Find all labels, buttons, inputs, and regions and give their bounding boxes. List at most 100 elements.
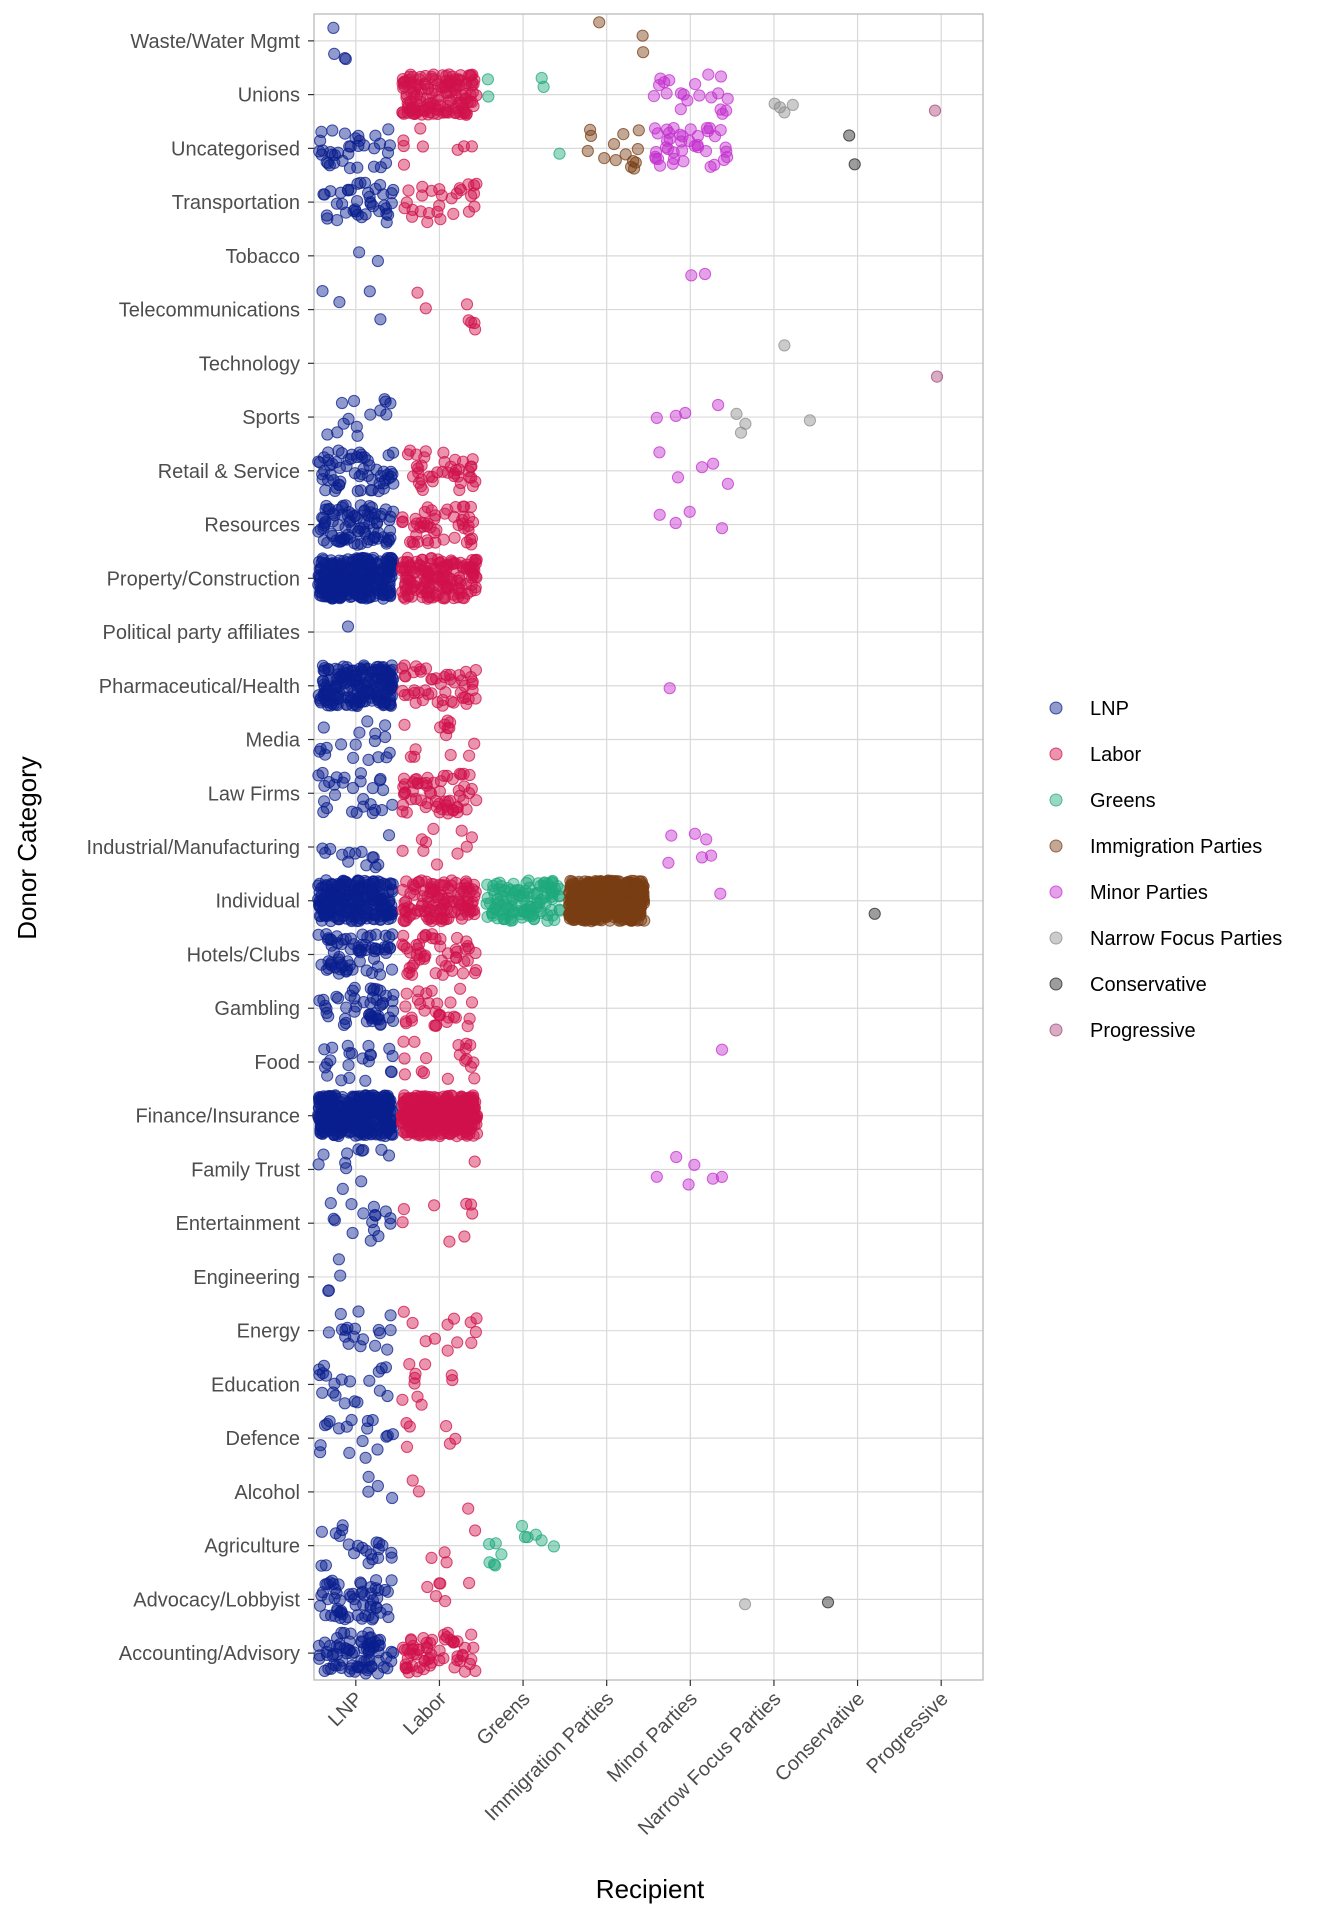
data-point	[531, 896, 544, 909]
data-point	[381, 1429, 394, 1442]
data-point	[419, 836, 433, 849]
data-point	[419, 1358, 432, 1371]
data-point	[617, 128, 630, 141]
data-point	[374, 1018, 387, 1031]
data-point	[421, 216, 434, 229]
data-point	[355, 1577, 368, 1590]
data-point	[381, 1343, 394, 1356]
data-point	[424, 1637, 437, 1650]
data-point	[715, 522, 729, 535]
data-point	[691, 129, 705, 143]
data-point	[721, 92, 734, 105]
data-point	[379, 202, 392, 215]
data-point	[399, 1658, 412, 1671]
data-point	[821, 1596, 835, 1609]
data-point	[705, 91, 718, 104]
data-point	[355, 1175, 368, 1188]
legend-label: LNP	[1090, 698, 1129, 720]
data-point	[372, 1365, 385, 1378]
data-point	[677, 88, 690, 101]
y-tick-label: Hotels/Clubs	[187, 944, 300, 966]
data-point	[463, 749, 476, 762]
data-point	[332, 967, 345, 980]
data-point	[316, 1367, 329, 1380]
data-point	[396, 1216, 409, 1229]
data-point	[597, 886, 610, 899]
data-point	[359, 1074, 372, 1087]
data-point	[714, 887, 727, 900]
data-point	[454, 982, 467, 995]
data-point	[419, 302, 432, 315]
data-point	[928, 104, 942, 117]
data-point	[467, 179, 481, 192]
data-point	[704, 160, 717, 173]
data-point	[649, 152, 662, 165]
y-tick-label: Advocacy/Lobbyist	[133, 1589, 300, 1611]
data-point	[721, 477, 735, 490]
data-point	[401, 1643, 414, 1656]
data-point	[462, 314, 475, 327]
data-point	[489, 1537, 502, 1550]
data-point	[482, 90, 495, 103]
data-point	[319, 1559, 332, 1572]
data-point	[440, 1420, 453, 1433]
data-point	[359, 1094, 372, 1108]
data-point	[699, 145, 713, 158]
data-point	[773, 101, 787, 114]
data-point	[451, 931, 464, 945]
data-point	[364, 408, 377, 421]
data-point	[327, 1212, 340, 1226]
y-tick-label: Defence	[226, 1428, 301, 1450]
data-point	[316, 1127, 329, 1141]
data-point	[446, 1374, 459, 1387]
data-point	[463, 768, 476, 782]
data-point	[688, 827, 702, 840]
data-point	[411, 286, 424, 299]
data-point	[383, 746, 396, 759]
data-point	[378, 1583, 391, 1597]
data-point	[333, 1529, 346, 1543]
data-point	[463, 1576, 476, 1590]
legend-key	[1049, 793, 1063, 807]
data-point	[343, 1446, 356, 1460]
data-point	[376, 665, 389, 678]
data-point	[376, 565, 389, 578]
data-point	[469, 1524, 482, 1537]
data-point	[339, 52, 352, 66]
data-point	[397, 939, 411, 953]
data-point	[366, 782, 379, 795]
data-point	[328, 484, 342, 497]
legend-key	[1049, 977, 1063, 991]
data-point	[408, 1035, 421, 1048]
data-point	[313, 745, 326, 758]
data-point	[332, 444, 345, 457]
data-point	[481, 878, 494, 891]
data-point	[343, 1588, 356, 1601]
data-point	[469, 664, 482, 677]
data-point	[383, 139, 396, 152]
data-point	[347, 751, 360, 765]
data-point	[368, 982, 381, 995]
data-point	[464, 69, 477, 82]
data-point	[330, 771, 343, 784]
data-point	[636, 29, 649, 42]
data-point	[397, 780, 410, 794]
data-point	[336, 848, 349, 861]
data-point	[406, 1316, 419, 1330]
data-point	[342, 1337, 355, 1350]
data-point	[466, 479, 479, 493]
data-point	[328, 509, 341, 522]
data-point	[316, 285, 329, 298]
data-point	[441, 714, 454, 727]
data-point	[362, 1039, 375, 1053]
data-point	[568, 888, 581, 901]
data-point	[362, 1485, 375, 1498]
data-point	[341, 1039, 354, 1053]
data-point	[433, 1654, 446, 1667]
data-point	[465, 1628, 478, 1641]
data-point	[312, 1158, 325, 1171]
y-tick-label: Transportation	[172, 192, 300, 214]
data-point	[400, 1440, 414, 1454]
data-point	[452, 463, 466, 476]
data-point	[369, 942, 382, 955]
